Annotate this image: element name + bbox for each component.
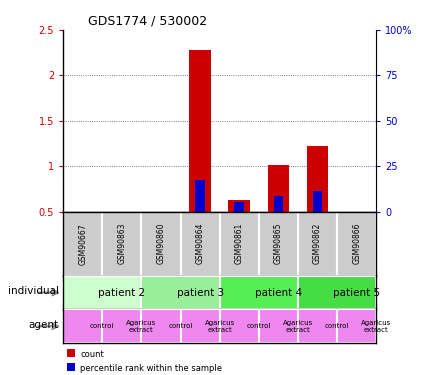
Bar <box>306 146 328 212</box>
Text: GSM90862: GSM90862 <box>312 223 321 264</box>
Text: GSM90865: GSM90865 <box>273 223 282 264</box>
Text: GSM90863: GSM90863 <box>117 223 126 264</box>
Bar <box>195 180 204 212</box>
Bar <box>258 309 297 343</box>
Text: control: control <box>246 323 270 329</box>
Bar <box>180 212 219 276</box>
Text: patient 4: patient 4 <box>254 288 301 297</box>
Bar <box>63 276 141 309</box>
Bar <box>219 276 297 309</box>
Bar <box>312 191 322 212</box>
Bar <box>297 276 375 309</box>
Text: Agaricus
extract: Agaricus extract <box>126 320 156 333</box>
Bar <box>189 50 210 212</box>
Text: GSM90667: GSM90667 <box>78 223 87 265</box>
Bar <box>141 309 180 343</box>
Bar <box>258 212 297 276</box>
Bar <box>297 309 336 343</box>
Text: GSM90861: GSM90861 <box>234 223 243 264</box>
Bar <box>336 309 375 343</box>
Bar <box>273 196 283 212</box>
Text: count: count <box>80 350 104 359</box>
Bar <box>336 212 375 276</box>
Bar <box>297 212 336 276</box>
Text: control: control <box>168 323 192 329</box>
Bar <box>102 212 141 276</box>
Bar <box>63 212 102 276</box>
Text: GSM90864: GSM90864 <box>195 223 204 264</box>
Text: patient 3: patient 3 <box>176 288 223 297</box>
Text: patient 5: patient 5 <box>332 288 379 297</box>
Bar <box>63 309 102 343</box>
Text: GSM90866: GSM90866 <box>352 223 360 264</box>
Bar <box>219 212 258 276</box>
Text: patient 2: patient 2 <box>98 288 145 297</box>
Text: agent: agent <box>29 320 59 330</box>
Bar <box>141 212 180 276</box>
Bar <box>219 309 258 343</box>
Bar <box>267 165 289 212</box>
Bar <box>180 309 219 343</box>
Text: Agaricus
extract: Agaricus extract <box>282 320 312 333</box>
Text: percentile rank within the sample: percentile rank within the sample <box>80 364 222 373</box>
Text: Agaricus
extract: Agaricus extract <box>204 320 234 333</box>
Text: GSM90860: GSM90860 <box>156 223 165 264</box>
Bar <box>234 202 243 212</box>
Bar <box>102 309 141 343</box>
Text: individual: individual <box>8 286 59 296</box>
Text: GDS1774 / 530002: GDS1774 / 530002 <box>88 15 207 27</box>
Bar <box>228 200 250 212</box>
Text: control: control <box>90 323 114 329</box>
Bar <box>141 276 219 309</box>
Text: control: control <box>324 323 349 329</box>
Text: Agaricus
extract: Agaricus extract <box>360 320 391 333</box>
